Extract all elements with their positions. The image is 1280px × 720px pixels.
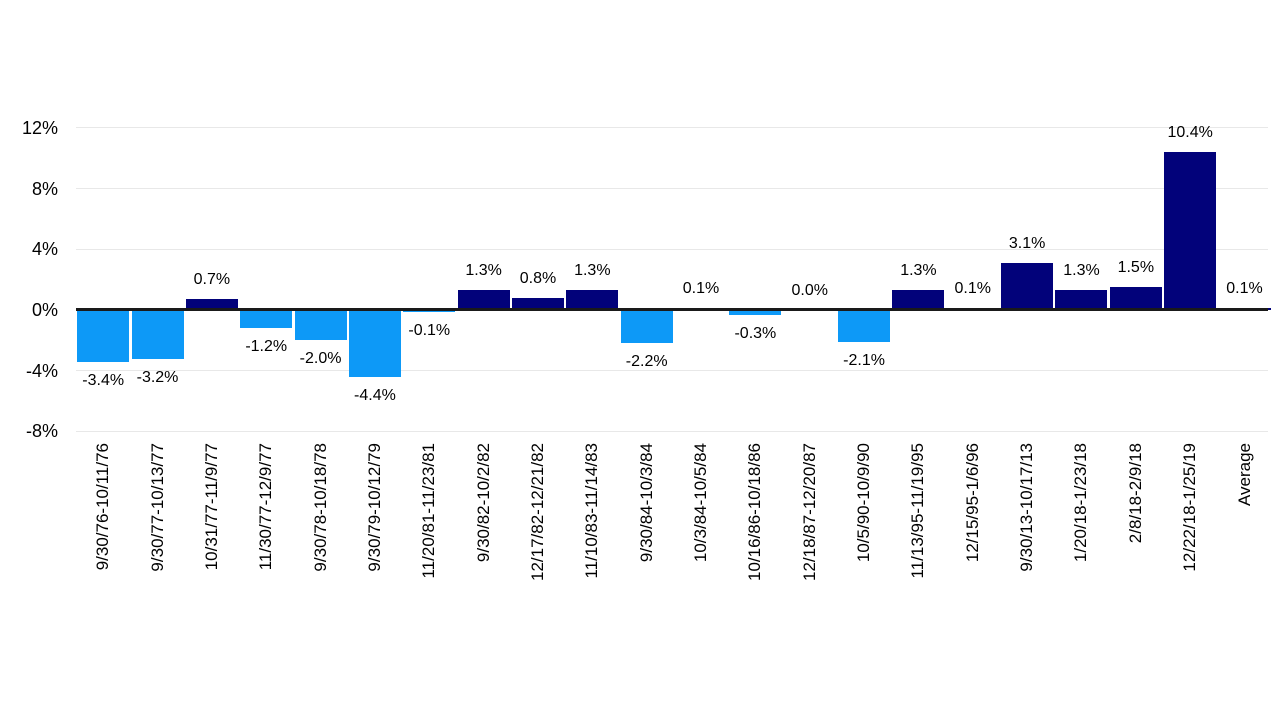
- bar-value-label: 1.3%: [900, 262, 937, 280]
- gridline: [76, 430, 1268, 432]
- x-axis-tick-label: 10/3/84-10/5/84: [691, 443, 711, 563]
- bar-value-label: 10.4%: [1167, 124, 1213, 142]
- x-axis-tick-label: 9/30/84-10/3/84: [636, 443, 656, 563]
- bar: [620, 310, 673, 344]
- x-axis-tick-label: 12/22/18-1/25/19: [1180, 443, 1200, 572]
- bar-value-label: 1.3%: [574, 262, 611, 280]
- bar: [838, 310, 891, 342]
- bar: [566, 290, 619, 310]
- bar: [892, 290, 945, 310]
- x-axis-tick-label: 9/30/13-10/17/13: [1017, 443, 1037, 572]
- bar: [348, 310, 401, 377]
- x-axis-tick-label: 9/30/82-10/2/82: [473, 443, 493, 563]
- bar: [1109, 287, 1162, 310]
- bar: [294, 310, 347, 341]
- y-axis-tick-label: -4%: [25, 360, 58, 381]
- bar-value-label: 3.1%: [1008, 234, 1046, 252]
- bar-value-label: -4.4%: [354, 386, 396, 404]
- x-axis-tick-label: 11/10/83-11/14/83: [582, 443, 602, 579]
- bar-value-label: 1.3%: [1063, 262, 1100, 280]
- bar-value-label: -2.2%: [625, 353, 668, 371]
- bar: [240, 310, 293, 329]
- bar-value-label: 0.1%: [954, 280, 991, 298]
- y-axis-tick-label: 8%: [31, 178, 58, 199]
- x-axis-tick-label: 12/18/87-12/20/87: [799, 443, 819, 582]
- bar: [77, 310, 130, 362]
- bar: [1001, 262, 1054, 310]
- bar-value-label: -2.1%: [843, 351, 885, 369]
- bar: [131, 310, 184, 359]
- bar-value-label: -2.0%: [299, 350, 342, 368]
- x-axis-tick-label: 11/30/77-12/9/77: [256, 443, 276, 571]
- y-axis-tick-label: -8%: [25, 421, 58, 442]
- bar-value-label: -3.4%: [82, 371, 125, 389]
- bar-value-label: -1.2%: [245, 338, 288, 356]
- bar-value-label: 0.8%: [519, 269, 557, 287]
- bar: [1164, 152, 1217, 310]
- y-axis-tick-label: 4%: [31, 239, 58, 260]
- x-axis-tick-label: 2/8/18-2/9/18: [1125, 443, 1145, 544]
- bar-value-label: 1.5%: [1117, 259, 1155, 277]
- x-axis-tick-label: 12/17/82-12/21/82: [527, 443, 547, 582]
- x-axis-tick-label: 9/30/79-10/12/79: [364, 443, 384, 572]
- x-axis-tick-label: 10/5/90-10/9/90: [854, 443, 874, 563]
- x-axis-tick-label: 11/20/81-11/23/81: [419, 443, 439, 579]
- bar-value-label: -3.2%: [136, 368, 179, 386]
- bar: [729, 310, 782, 315]
- x-axis-tick-label: 12/15/95-1/6/96: [962, 443, 982, 563]
- bar-value-label: 0.1%: [682, 280, 720, 298]
- bar: [511, 297, 564, 310]
- y-axis-tick-label: 12%: [21, 117, 58, 138]
- zero-axis-line: [76, 308, 1268, 311]
- x-axis-tick-label: 10/31/77-11/9/77: [201, 443, 221, 571]
- gridline: [76, 188, 1268, 190]
- bar-value-label: 1.3%: [465, 262, 502, 280]
- y-axis-tick-label: 0%: [31, 300, 58, 320]
- gridline: [76, 370, 1268, 372]
- x-axis-tick-label: 10/16/86-10/18/86: [745, 443, 765, 582]
- x-axis-tick-label: 9/30/77-10/13/77: [147, 443, 167, 572]
- x-axis-tick-label: 1/20/18-1/23/18: [1071, 443, 1091, 563]
- bar-value-label: -0.1%: [408, 321, 451, 339]
- bar: [185, 299, 238, 310]
- gridline: [76, 127, 1268, 129]
- x-axis-tick-label: 9/30/76-10/11/76: [93, 443, 113, 571]
- bar: [1055, 290, 1108, 310]
- bar-value-label: 0.0%: [791, 282, 828, 299]
- bar-value-label: 0.7%: [193, 271, 231, 289]
- x-axis-tick-label: 11/13/95-11/19/95: [908, 443, 928, 579]
- x-axis-tick-label: Average: [1234, 443, 1254, 507]
- gridline: [76, 248, 1268, 250]
- x-axis-tick-label: 9/30/78-10/18/78: [310, 443, 330, 572]
- bar: [457, 290, 510, 310]
- bar-value-label: 0.1%: [1226, 280, 1263, 298]
- bar-value-label: -0.3%: [734, 324, 777, 342]
